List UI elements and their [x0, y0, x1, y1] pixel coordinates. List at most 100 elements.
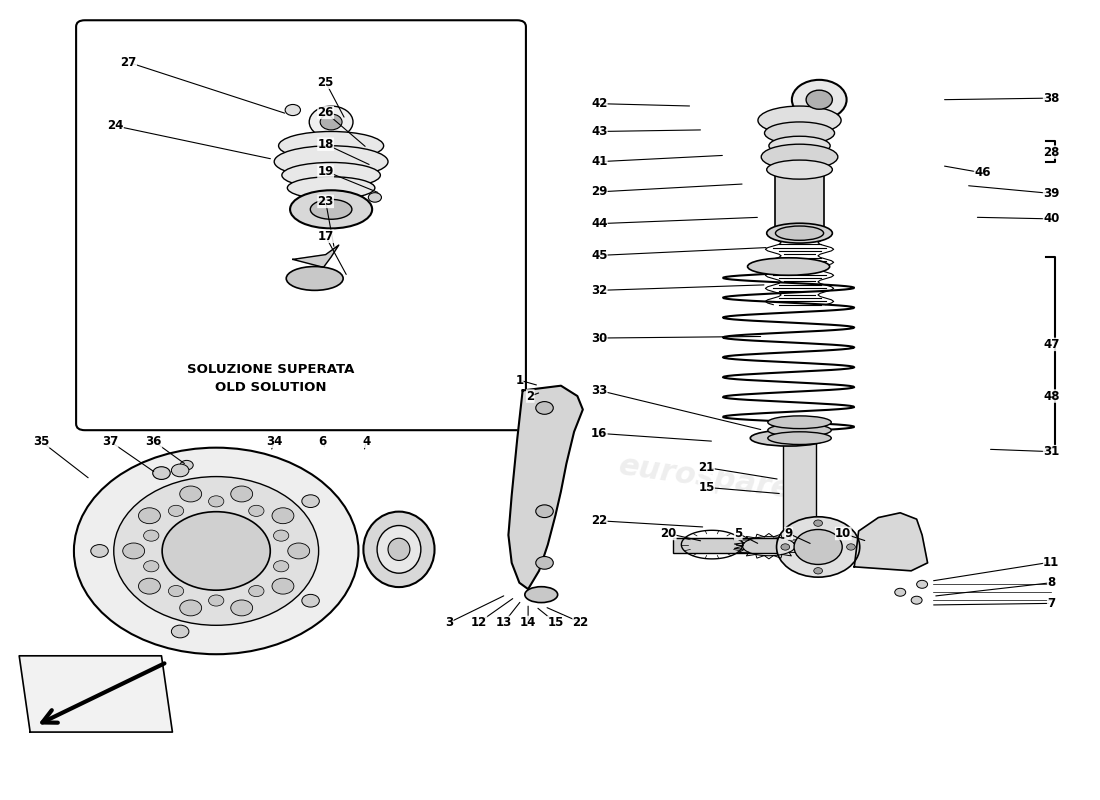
Circle shape: [536, 557, 553, 570]
Circle shape: [139, 508, 161, 524]
Text: 7: 7: [1047, 597, 1055, 610]
Text: 45: 45: [591, 249, 607, 262]
Polygon shape: [19, 656, 173, 732]
Circle shape: [168, 586, 184, 597]
Text: 35: 35: [33, 435, 50, 448]
Text: 42: 42: [591, 97, 607, 110]
Circle shape: [162, 512, 271, 590]
Text: 6: 6: [318, 435, 327, 448]
Circle shape: [144, 530, 158, 541]
Circle shape: [209, 496, 224, 507]
Circle shape: [249, 586, 264, 597]
Circle shape: [368, 193, 382, 202]
Text: 28: 28: [1043, 146, 1059, 158]
Circle shape: [209, 595, 224, 606]
Circle shape: [814, 568, 823, 574]
Ellipse shape: [274, 146, 388, 178]
Text: 1: 1: [515, 374, 524, 386]
Circle shape: [777, 517, 860, 577]
Text: 23: 23: [318, 195, 333, 208]
Bar: [783, 428, 816, 551]
Ellipse shape: [767, 223, 833, 243]
Ellipse shape: [278, 131, 384, 160]
Ellipse shape: [282, 162, 381, 188]
Circle shape: [320, 114, 342, 130]
Circle shape: [916, 580, 927, 588]
Ellipse shape: [748, 258, 829, 275]
Text: 48: 48: [1043, 390, 1059, 402]
Text: SOLUZIONE SUPERATA: SOLUZIONE SUPERATA: [187, 363, 354, 376]
Circle shape: [288, 543, 310, 559]
Ellipse shape: [310, 199, 352, 219]
Text: 43: 43: [591, 125, 607, 138]
FancyBboxPatch shape: [76, 20, 526, 430]
Text: 36: 36: [145, 435, 162, 448]
Text: 47: 47: [1043, 338, 1059, 351]
Ellipse shape: [758, 106, 842, 134]
Circle shape: [301, 594, 319, 607]
Text: 41: 41: [591, 155, 607, 168]
Text: 27: 27: [121, 56, 136, 69]
Ellipse shape: [388, 538, 410, 561]
Text: 12: 12: [471, 616, 487, 629]
Text: 11: 11: [1043, 555, 1059, 569]
Circle shape: [179, 486, 201, 502]
Ellipse shape: [764, 122, 835, 144]
Polygon shape: [855, 513, 927, 571]
Text: 20: 20: [660, 527, 676, 540]
Circle shape: [272, 508, 294, 524]
Bar: [672, 538, 777, 553]
Text: 2: 2: [526, 390, 535, 402]
Ellipse shape: [290, 190, 372, 229]
Ellipse shape: [768, 416, 832, 429]
Text: OLD SOLUTION: OLD SOLUTION: [216, 381, 327, 394]
Circle shape: [249, 506, 264, 516]
Bar: [776, 176, 824, 233]
Text: 29: 29: [591, 186, 607, 198]
Text: 31: 31: [1043, 445, 1059, 458]
Text: 32: 32: [591, 284, 607, 297]
Text: 21: 21: [698, 461, 715, 474]
Circle shape: [847, 544, 856, 550]
Circle shape: [781, 544, 790, 550]
Ellipse shape: [286, 266, 343, 290]
Text: 5: 5: [734, 527, 742, 540]
Text: 40: 40: [1043, 212, 1059, 226]
Circle shape: [285, 105, 300, 115]
Circle shape: [536, 402, 553, 414]
Ellipse shape: [769, 136, 830, 155]
Text: 4: 4: [362, 435, 371, 448]
Circle shape: [274, 530, 289, 541]
Circle shape: [792, 80, 847, 119]
Ellipse shape: [287, 177, 375, 199]
Text: 38: 38: [1043, 92, 1059, 105]
Circle shape: [894, 588, 905, 596]
Text: 30: 30: [591, 331, 607, 345]
Circle shape: [272, 578, 294, 594]
Polygon shape: [508, 386, 583, 589]
Text: 15: 15: [698, 481, 715, 494]
Ellipse shape: [363, 512, 434, 587]
Circle shape: [309, 106, 353, 138]
Ellipse shape: [776, 226, 824, 240]
Text: 44: 44: [591, 217, 607, 230]
Text: 8: 8: [1047, 576, 1055, 590]
Ellipse shape: [767, 160, 833, 179]
Ellipse shape: [768, 432, 832, 445]
Text: 22: 22: [591, 514, 607, 527]
Circle shape: [113, 477, 319, 626]
Text: 15: 15: [548, 616, 563, 629]
Polygon shape: [293, 245, 339, 267]
Circle shape: [153, 466, 170, 479]
Circle shape: [814, 520, 823, 526]
Circle shape: [91, 545, 108, 558]
Circle shape: [806, 90, 833, 110]
Ellipse shape: [525, 586, 558, 602]
Ellipse shape: [750, 430, 827, 446]
Text: 16: 16: [591, 427, 607, 440]
Circle shape: [301, 495, 319, 507]
Circle shape: [274, 561, 289, 572]
Text: eurospares: eurospares: [617, 452, 812, 507]
Circle shape: [180, 460, 194, 470]
Text: 3: 3: [446, 616, 453, 629]
